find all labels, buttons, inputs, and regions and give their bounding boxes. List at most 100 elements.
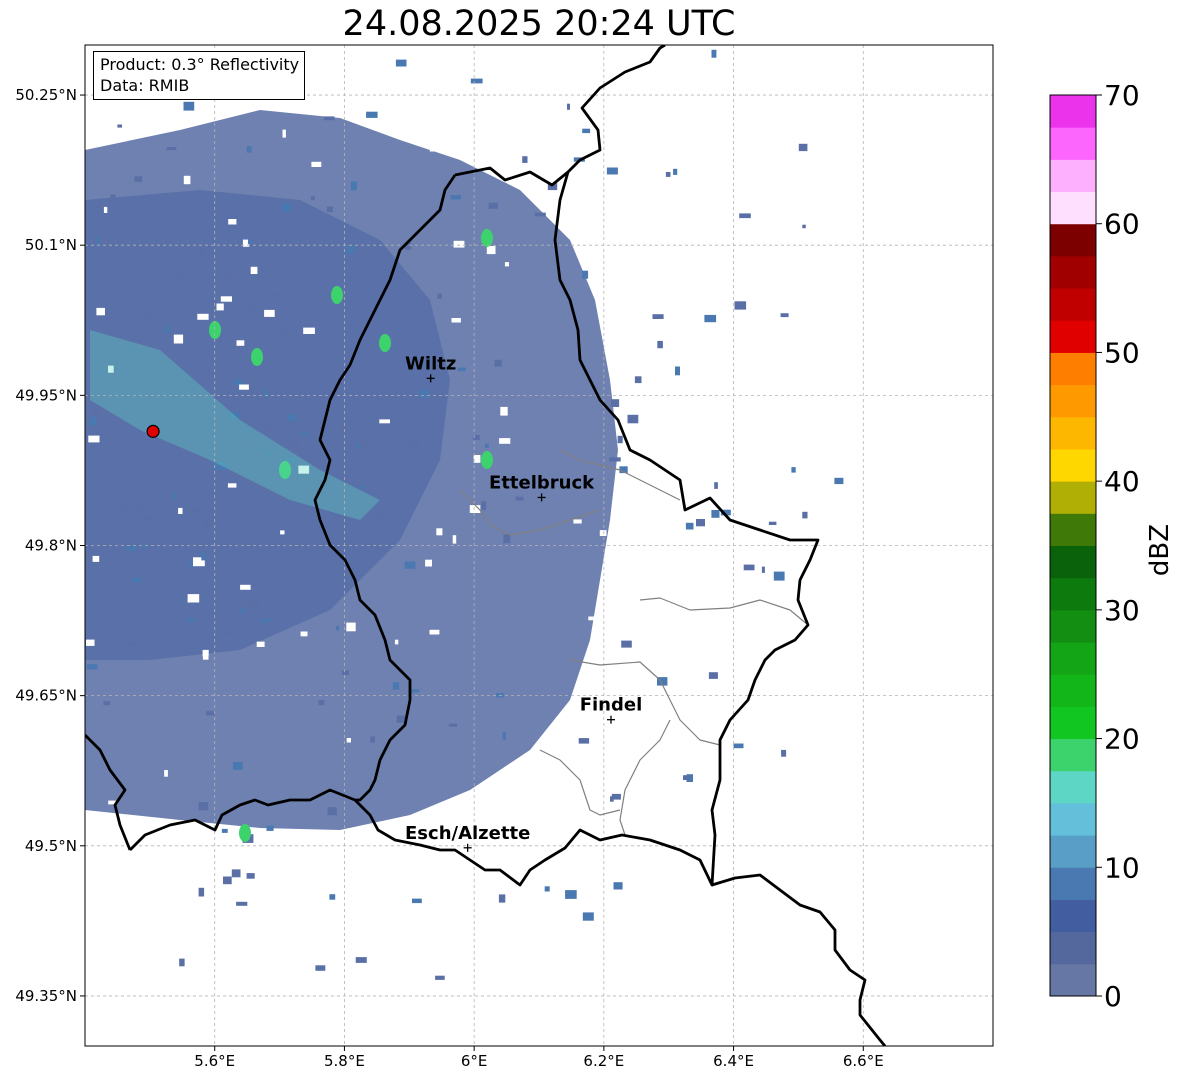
echo-speckle xyxy=(90,444,95,448)
colorbar-tick-label: 50 xyxy=(1104,336,1140,369)
commune-boundary-1 xyxy=(559,449,681,501)
echo-speckle xyxy=(108,365,114,373)
echo-speckle xyxy=(473,455,481,463)
echo-speckle xyxy=(409,440,419,447)
echo-speckle xyxy=(252,596,258,601)
echo-speckle xyxy=(216,303,224,311)
echo-cell xyxy=(331,286,343,304)
echo-cell xyxy=(481,451,493,469)
echo-speckle xyxy=(98,344,106,348)
echo-speckle xyxy=(133,326,139,336)
echo-speckle xyxy=(228,219,237,225)
city-label: Findel xyxy=(580,695,643,716)
colorbar-frame xyxy=(1049,94,1097,997)
lat-tick-label: 49.8°N xyxy=(25,537,77,555)
lon-tick-label: 6.4°E xyxy=(713,1052,754,1070)
echo-speckle xyxy=(248,237,251,245)
echo-speckle xyxy=(610,399,620,407)
echo-speckle xyxy=(498,894,506,903)
echo-speckle xyxy=(656,150,666,158)
echo-speckle xyxy=(327,807,337,816)
echo-speckle xyxy=(350,507,361,517)
echo-speckle xyxy=(450,195,461,200)
echo-speckle xyxy=(221,828,228,833)
echo-speckle xyxy=(503,534,511,544)
commune-boundary-6 xyxy=(539,749,621,816)
echo-speckle xyxy=(336,626,340,631)
city-label: Wiltz xyxy=(405,353,456,374)
echo-speckle xyxy=(240,584,251,590)
echo-speckle xyxy=(164,324,169,333)
echo-speckle xyxy=(86,664,98,670)
echo-speckle xyxy=(223,876,232,885)
luxembourg-border xyxy=(129,45,820,887)
echo-speckles xyxy=(86,49,850,980)
echo-speckle xyxy=(657,340,663,349)
echo-speckle xyxy=(534,212,546,217)
echo-speckle xyxy=(485,443,489,448)
echo-cell xyxy=(379,334,391,352)
echo-speckle xyxy=(457,367,466,372)
echo-speckle xyxy=(359,440,368,447)
echo-speckle xyxy=(190,507,202,514)
commune-boundary-2 xyxy=(459,489,601,536)
echo-speckle xyxy=(452,535,457,544)
colorbar-swatch xyxy=(1050,609,1096,643)
echo-speckle xyxy=(425,559,432,567)
echo-speckle xyxy=(257,475,264,481)
commune-boundary-3 xyxy=(569,659,721,746)
echo-speckle xyxy=(834,477,844,485)
echo-speckle xyxy=(270,293,280,297)
echo-speckle xyxy=(93,408,101,415)
echo-speckle xyxy=(264,389,269,398)
echo-speckle xyxy=(802,224,806,229)
echo-speckle xyxy=(236,901,248,906)
colorbar-swatch xyxy=(1050,95,1096,128)
echo-speckle xyxy=(206,710,215,716)
echo-speckle xyxy=(282,129,286,138)
lat-tick-label: 50.1°N xyxy=(25,236,77,254)
echo-speckle xyxy=(202,649,209,657)
colorbar-swatches xyxy=(1050,95,1096,997)
colorbar-label: dBZ xyxy=(1145,523,1175,577)
city-label: Ettelbruck xyxy=(489,472,595,493)
colorbar-tick-label: 60 xyxy=(1104,208,1140,241)
echo-speckle xyxy=(103,206,108,213)
colorbar-swatch xyxy=(1050,352,1096,386)
echo-speckle xyxy=(326,206,333,213)
echo-speckle xyxy=(609,457,621,462)
echo-speckle xyxy=(582,128,591,134)
echo-speckle xyxy=(404,561,416,569)
echo-speckle xyxy=(318,700,325,706)
echo-speckle xyxy=(504,262,509,267)
colorbar-swatch xyxy=(1050,288,1096,321)
echo-speckle xyxy=(429,629,440,635)
radar-site-marker xyxy=(146,424,160,438)
echo-speckle xyxy=(683,775,691,780)
echo-speckle xyxy=(193,557,205,567)
echo-speckle xyxy=(500,406,508,416)
reflectivity-echo-layer xyxy=(85,49,850,980)
colorbar-swatch xyxy=(1050,191,1096,225)
echo-speckle xyxy=(370,736,375,743)
lat-tick-label: 49.95°N xyxy=(15,386,77,404)
echo-speckle xyxy=(573,519,582,524)
echo-speckle xyxy=(419,389,429,398)
echo-speckle xyxy=(502,731,506,740)
echo-speckle xyxy=(437,293,442,299)
colorbar-swatch xyxy=(1050,899,1096,933)
echo-speckle xyxy=(627,414,639,424)
echo-speckle xyxy=(249,306,261,314)
southwest-border xyxy=(85,734,132,851)
echo-speckle xyxy=(619,466,628,474)
echo-speckle xyxy=(178,507,183,514)
echo-inner-coverage xyxy=(85,190,450,660)
lon-tick-label: 6°E xyxy=(461,1052,488,1070)
echo-speckle xyxy=(198,887,205,897)
echo-cell xyxy=(251,348,263,366)
echo-speckle xyxy=(197,313,209,320)
echo-speckle xyxy=(284,458,290,463)
echo-speckle xyxy=(365,265,372,270)
echo-speckle xyxy=(768,521,777,525)
